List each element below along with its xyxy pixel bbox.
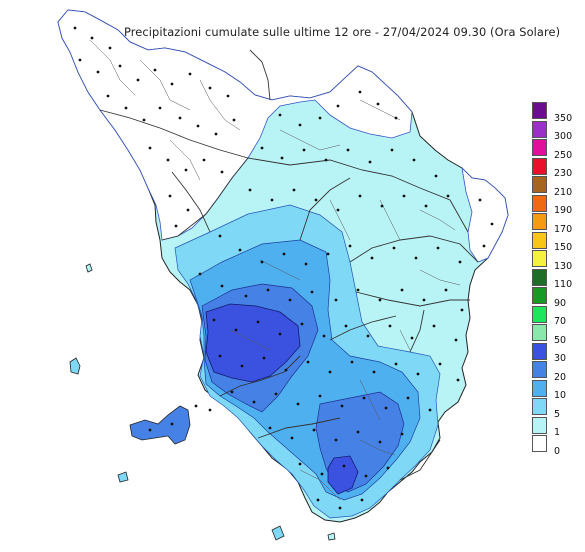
legend-label: 190 xyxy=(554,205,573,216)
legend-class-190: 190 xyxy=(532,194,572,216)
legend-label: 20 xyxy=(554,371,567,383)
legend-class-150: 150 xyxy=(532,231,572,253)
legend-class-350: 350 xyxy=(532,102,572,124)
legend-swatch xyxy=(532,120,547,138)
legend-swatch xyxy=(532,416,547,434)
legend-class-0: 0 xyxy=(532,435,560,457)
municipal-boundaries xyxy=(89,39,461,501)
legend-swatch xyxy=(532,305,547,323)
legend-swatch xyxy=(532,157,547,175)
legend-label: 0 xyxy=(554,445,561,457)
legend-class-30: 30 xyxy=(532,342,566,364)
islands xyxy=(69,263,336,541)
legend-swatch xyxy=(532,287,547,304)
legend-swatch xyxy=(532,324,547,341)
legend-swatch xyxy=(532,194,547,212)
legend-class-90: 90 xyxy=(532,287,566,309)
legend-label: 150 xyxy=(554,242,573,253)
legend-label: 250 xyxy=(554,149,573,161)
legend-swatch xyxy=(532,268,547,286)
legend-swatch xyxy=(532,342,547,360)
legend-class-5: 5 xyxy=(532,398,560,420)
legend-class-70: 70 xyxy=(532,305,566,327)
legend-label: 10 xyxy=(554,390,567,401)
legend-label: 300 xyxy=(554,131,573,142)
legend-swatch xyxy=(532,250,547,267)
island-giglio xyxy=(271,525,285,541)
zone-30-50mm xyxy=(205,303,359,495)
legend-class-170: 170 xyxy=(532,213,572,235)
map-title: Precipitazioni cumulate sulle ultime 12 … xyxy=(124,25,561,39)
legend-class-1: 1 xyxy=(532,416,560,438)
legend-label: 1 xyxy=(554,427,561,438)
legend-swatch xyxy=(532,361,547,378)
legend-swatch xyxy=(532,102,547,119)
legend-label: 90 xyxy=(554,297,567,309)
legend-label: 110 xyxy=(554,279,573,290)
legend-label: 70 xyxy=(554,316,567,327)
legend-class-300: 300 xyxy=(532,120,572,142)
legend-label: 5 xyxy=(554,408,561,420)
island-elba xyxy=(129,405,191,445)
legend-label: 210 xyxy=(554,186,573,198)
island-capraia xyxy=(69,357,81,375)
island-gorgona xyxy=(85,263,93,273)
legend-swatch xyxy=(532,379,547,397)
legend-swatch xyxy=(532,398,547,415)
legend-swatch xyxy=(532,435,547,452)
legend-label: 350 xyxy=(554,112,573,124)
legend-label: 50 xyxy=(554,334,567,346)
island-giannutri xyxy=(327,532,336,541)
station-points xyxy=(73,26,494,510)
legend-class-20: 20 xyxy=(532,361,566,383)
legend-class-250: 250 xyxy=(532,139,572,161)
zone-0mm-north xyxy=(57,9,413,241)
legend-label: 30 xyxy=(554,353,567,364)
legend-swatch xyxy=(532,213,547,230)
legend-label: 170 xyxy=(554,223,573,235)
legend-swatch xyxy=(532,139,547,156)
legend-class-230: 230 xyxy=(532,157,572,179)
legend-class-50: 50 xyxy=(532,324,566,346)
legend-class-210: 210 xyxy=(532,176,572,198)
legend-swatch xyxy=(532,231,547,249)
legend-label: 130 xyxy=(554,260,573,272)
island-pianosa xyxy=(117,471,129,483)
legend-label: 230 xyxy=(554,168,573,179)
legend-class-130: 130 xyxy=(532,250,572,272)
legend-swatch xyxy=(532,176,547,193)
legend-class-110: 110 xyxy=(532,268,572,290)
province-boundaries xyxy=(99,49,479,481)
legend-class-10: 10 xyxy=(532,379,566,401)
zone-0mm-northeast xyxy=(461,166,509,263)
